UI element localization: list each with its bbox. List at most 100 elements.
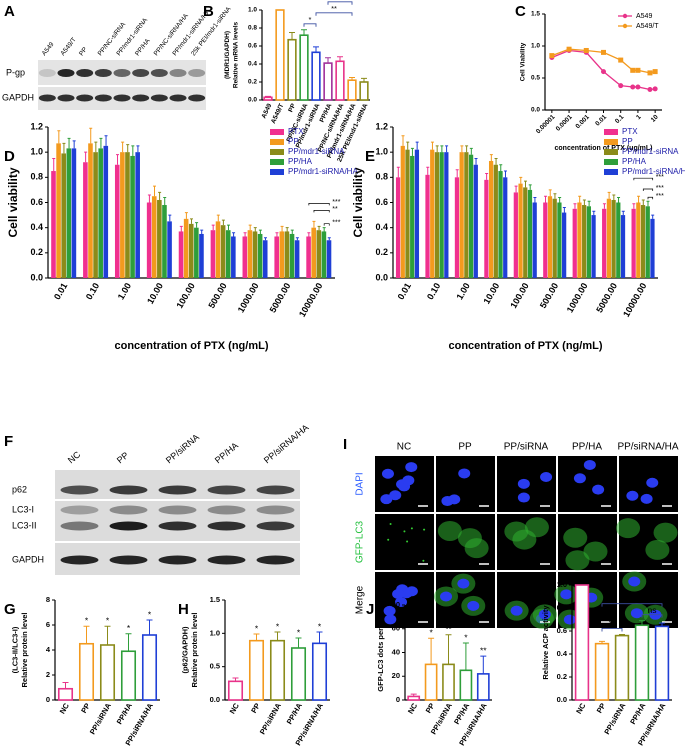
bar (120, 650, 137, 701)
bar (476, 673, 490, 701)
gfp-signal (563, 527, 588, 548)
bar (577, 202, 582, 278)
bar (473, 164, 478, 278)
bar (407, 695, 421, 701)
error-bar (474, 157, 478, 165)
legend-label: PP/mdr1-siRNA/HA (622, 167, 685, 176)
blot-band (57, 94, 75, 102)
bar (602, 208, 607, 278)
bar (178, 231, 184, 278)
y-tick-label: 4 (46, 645, 51, 654)
panel-label: K (535, 581, 546, 598)
column-label: PP/siRNA (504, 442, 549, 453)
error-bar (469, 147, 473, 155)
bar (162, 205, 167, 278)
y-axis-label: Relative protein level (20, 612, 29, 687)
panel-label: A (4, 3, 15, 20)
x-tick-label: NC (406, 701, 420, 715)
bar (414, 149, 420, 278)
y-axis-label: (LC3-II/LC3-I) (10, 626, 19, 673)
bar (434, 152, 440, 278)
error-bar (322, 227, 326, 232)
error-bar (462, 642, 469, 671)
error-bar (612, 194, 616, 200)
x-tick-label: 10000.00 (297, 281, 324, 319)
y-tick-label: 0.8 (375, 172, 388, 182)
x-tick-label: 0.01 (52, 281, 69, 301)
bar (289, 233, 295, 278)
bar (359, 81, 369, 101)
error-bar (248, 224, 252, 231)
row-label: GAPDH (12, 554, 44, 564)
error-bar (544, 195, 548, 203)
column-label: PP/siRNA/HA (617, 442, 678, 453)
point (601, 69, 606, 75)
significance-label: * (276, 621, 280, 631)
y-tick-label: 1.0 (30, 147, 43, 157)
x-axis-label: concentration of PTX (ug/mL) (555, 145, 653, 152)
lane-label: PP (78, 46, 89, 57)
error-bar (426, 166, 430, 175)
error-bar (410, 693, 417, 697)
bar (594, 642, 610, 701)
nucleus (381, 468, 394, 479)
point (618, 83, 624, 89)
bar (645, 206, 650, 278)
y-tick-label: 0.8 (30, 172, 43, 182)
bar (56, 143, 61, 278)
y-tick-label: 0.2 (248, 79, 257, 86)
significance-label: * (339, 0, 342, 2)
significance-label: *** (332, 220, 340, 227)
nucleus (458, 468, 471, 479)
significance-label: *** (656, 193, 664, 200)
error-bar (619, 633, 625, 636)
y-tick-label: 0.6 (30, 197, 43, 207)
significance-bracket (313, 210, 330, 213)
legend-marker (622, 23, 628, 29)
error-bar (524, 180, 527, 188)
blot-band (113, 69, 131, 77)
bar (335, 60, 345, 101)
gfp-dot (423, 528, 426, 531)
error-bar (94, 141, 98, 153)
blot-band (256, 505, 295, 515)
y-tick-label: 1.0 (375, 147, 388, 157)
point (630, 84, 636, 90)
bar (227, 680, 244, 701)
bar (316, 230, 322, 278)
nucleus (457, 578, 470, 589)
significance-label: *** (332, 199, 340, 206)
y-tick-label: 0.6 (375, 197, 388, 207)
nucleus (467, 600, 480, 611)
bar (442, 663, 455, 701)
y-tick-label: 0.8 (248, 25, 257, 32)
error-bar (592, 210, 596, 216)
gfp-signal (565, 550, 590, 571)
error-bar (639, 620, 645, 626)
error-bar (410, 147, 414, 156)
legend-label: PP/HA (622, 157, 647, 166)
significance-label: *** (656, 174, 664, 181)
blot-band (60, 521, 99, 531)
x-tick-label: 0.10 (425, 281, 442, 301)
bar (459, 152, 464, 278)
nucleus (560, 589, 573, 600)
y-tick-label: 0.0 (375, 272, 388, 282)
error-bar (280, 225, 284, 232)
legend-label: PTX (622, 127, 638, 136)
error-bar (290, 229, 294, 234)
y-tick-label: 1.5 (210, 595, 220, 604)
blot-band (158, 485, 197, 495)
bar (78, 642, 95, 701)
bar (83, 162, 88, 278)
blot-band (169, 94, 187, 102)
error-bar (168, 214, 172, 222)
legend-label: PTX (288, 127, 304, 136)
gfp-signal (645, 539, 670, 560)
y-tick-label: 0.2 (557, 672, 567, 681)
error-bar (396, 166, 400, 178)
panel-label: G (4, 601, 16, 618)
bar (88, 143, 93, 278)
y-tick-label: 20 (392, 671, 400, 680)
error-bar (637, 195, 641, 203)
